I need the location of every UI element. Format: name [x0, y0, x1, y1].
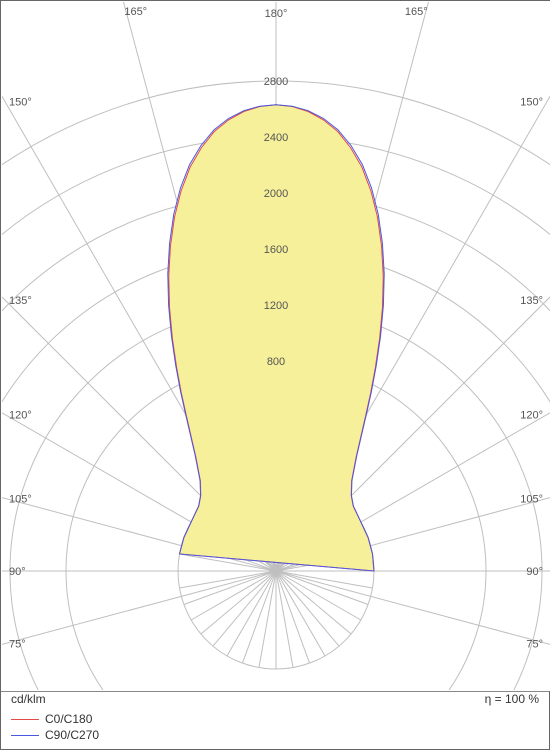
legend: C0/C180 C90/C270: [1, 706, 549, 750]
legend-item: C0/C180: [11, 712, 539, 726]
svg-text:120°: 120°: [9, 410, 32, 422]
svg-text:165°: 165°: [405, 6, 428, 18]
svg-text:150°: 150°: [520, 97, 543, 109]
legend-label: C90/C270: [45, 728, 99, 742]
svg-text:120°: 120°: [520, 410, 543, 422]
legend-item: C90/C270: [11, 728, 539, 742]
svg-text:135°: 135°: [9, 295, 32, 307]
svg-text:165°: 165°: [124, 6, 147, 18]
polar-chart: 800 1200 1600 2000 2400 2800 180° 165° 150° 135° 1…: [1, 1, 550, 691]
svg-text:105°: 105°: [9, 493, 32, 505]
svg-text:75°: 75°: [9, 639, 26, 651]
svg-text:2800: 2800: [264, 76, 288, 88]
svg-text:105°: 105°: [520, 493, 543, 505]
legend-swatch-1: [11, 735, 39, 736]
svg-text:1600: 1600: [264, 244, 288, 256]
svg-text:90°: 90°: [526, 566, 543, 578]
footer-bar: cd/klm η = 100 %: [1, 691, 549, 706]
legend-label: C0/C180: [45, 712, 92, 726]
polar-chart-container: 800 1200 1600 2000 2400 2800 180° 165° 150° 135° 1…: [0, 0, 550, 750]
svg-text:1200: 1200: [264, 300, 288, 312]
svg-text:150°: 150°: [9, 97, 32, 109]
svg-text:2400: 2400: [264, 132, 288, 144]
legend-swatch-0: [11, 719, 39, 720]
svg-text:90°: 90°: [9, 566, 26, 578]
svg-text:135°: 135°: [520, 295, 543, 307]
efficiency-label: η = 100 %: [485, 692, 539, 706]
unit-label: cd/klm: [11, 692, 46, 706]
svg-text:800: 800: [267, 356, 285, 368]
svg-text:180°: 180°: [265, 8, 288, 20]
svg-text:2000: 2000: [264, 188, 288, 200]
svg-text:75°: 75°: [526, 639, 543, 651]
